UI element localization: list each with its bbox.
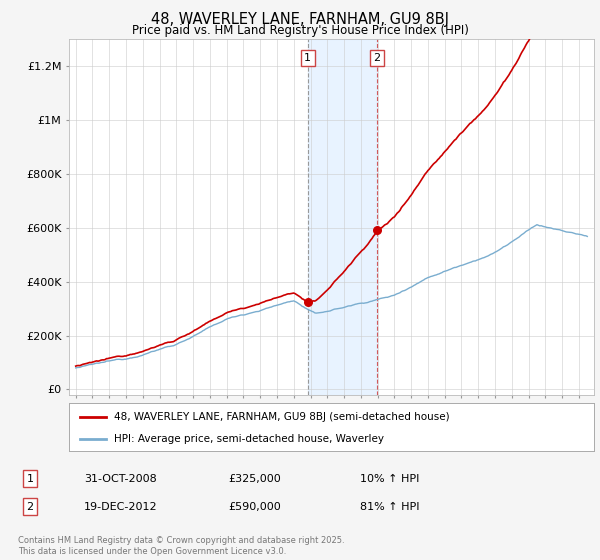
Text: 10% ↑ HPI: 10% ↑ HPI bbox=[360, 474, 419, 484]
Point bbox=[373, 226, 382, 235]
Text: 2: 2 bbox=[26, 502, 34, 512]
Text: 1: 1 bbox=[304, 53, 311, 63]
Text: £590,000: £590,000 bbox=[228, 502, 281, 512]
Point bbox=[303, 297, 313, 306]
Text: 48, WAVERLEY LANE, FARNHAM, GU9 8BJ: 48, WAVERLEY LANE, FARNHAM, GU9 8BJ bbox=[151, 12, 449, 27]
Text: Price paid vs. HM Land Registry's House Price Index (HPI): Price paid vs. HM Land Registry's House … bbox=[131, 24, 469, 37]
Text: 81% ↑ HPI: 81% ↑ HPI bbox=[360, 502, 419, 512]
Text: 48, WAVERLEY LANE, FARNHAM, GU9 8BJ (semi-detached house): 48, WAVERLEY LANE, FARNHAM, GU9 8BJ (sem… bbox=[113, 412, 449, 422]
Text: HPI: Average price, semi-detached house, Waverley: HPI: Average price, semi-detached house,… bbox=[113, 434, 383, 444]
Text: 1: 1 bbox=[26, 474, 34, 484]
Text: 2: 2 bbox=[374, 53, 380, 63]
Text: £325,000: £325,000 bbox=[228, 474, 281, 484]
Text: 19-DEC-2012: 19-DEC-2012 bbox=[84, 502, 158, 512]
Bar bbox=[308, 39, 377, 395]
Text: 31-OCT-2008: 31-OCT-2008 bbox=[84, 474, 157, 484]
Text: Contains HM Land Registry data © Crown copyright and database right 2025.
This d: Contains HM Land Registry data © Crown c… bbox=[18, 536, 344, 556]
